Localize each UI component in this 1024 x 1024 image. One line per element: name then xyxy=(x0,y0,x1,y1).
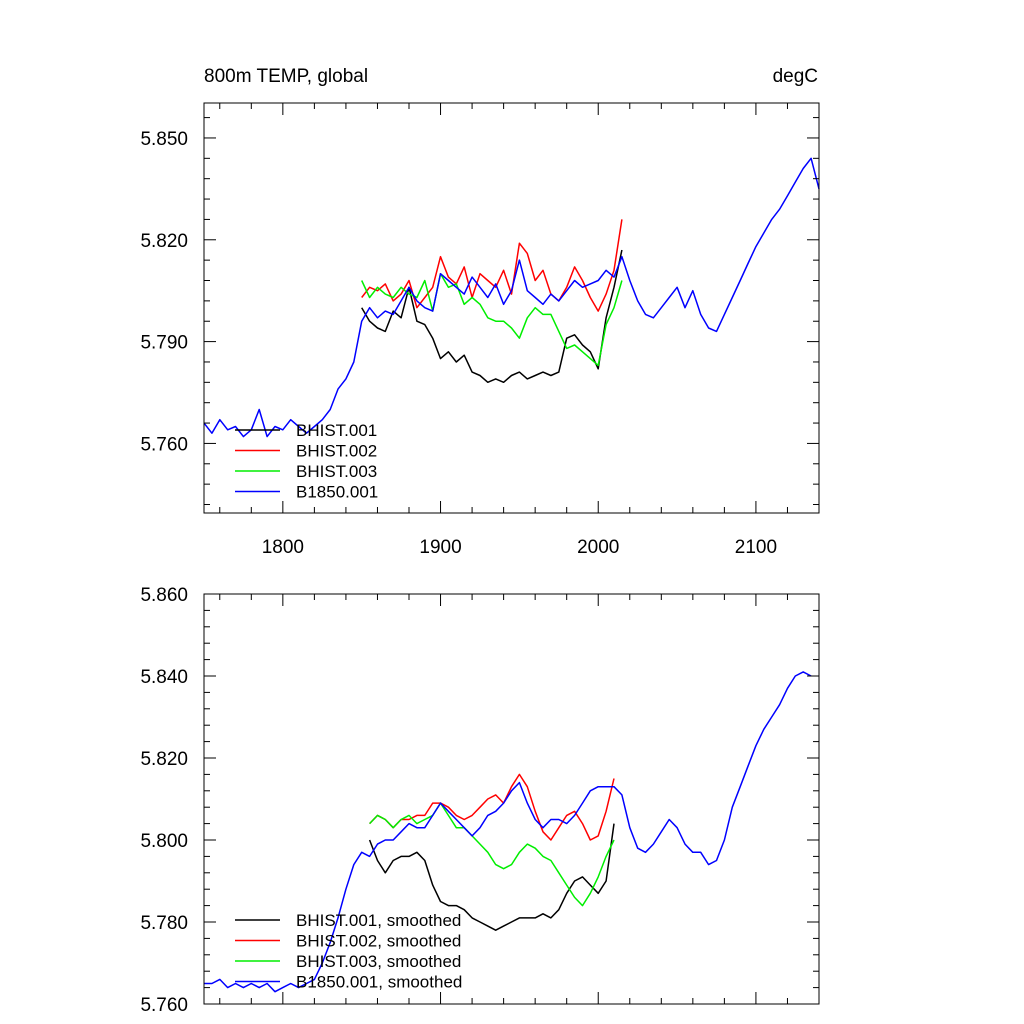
bottom-y-tick-label: 5.860 xyxy=(140,585,188,606)
top-series-line-1 xyxy=(361,249,623,384)
bottom-plot-frame xyxy=(203,593,820,1005)
top-x-tick-label: 2100 xyxy=(735,537,777,558)
top-panel-units: degC xyxy=(773,66,818,87)
bottom-y-tick-label: 5.840 xyxy=(140,667,188,688)
top-panel-title: 800m TEMP, global xyxy=(204,66,368,87)
top-y-tick-label: 5.790 xyxy=(140,333,188,354)
top-series-layer xyxy=(203,157,820,438)
bottom-legend-label-4: B1850.001, smoothed xyxy=(296,973,462,992)
top-y-tick-label: 5.850 xyxy=(140,129,188,150)
top-panel: 800m TEMP, global degC 1800 1900 2000 2100 5… xyxy=(140,66,820,558)
bottom-legend-label-3: BHIST.003, smoothed xyxy=(296,952,461,971)
bottom-y-tick-label: 5.780 xyxy=(140,913,188,934)
top-series-line-2 xyxy=(361,219,623,312)
bottom-legend-label-2: BHIST.002, smoothed xyxy=(296,932,461,951)
top-y-tick-label: 5.760 xyxy=(140,434,188,455)
top-series-line-3 xyxy=(361,272,623,367)
bottom-tick-layer: 5.760 5.780 5.800 5.820 5.840 5.860 xyxy=(140,585,820,1016)
bottom-y-tick-label: 5.760 xyxy=(140,995,188,1016)
bottom-series-line-4 xyxy=(204,671,812,993)
top-x-tick-label: 1900 xyxy=(419,537,461,558)
bottom-panel: 5.760 5.780 5.800 5.820 5.840 5.860 BHIST.001… xyxy=(140,585,820,1016)
bottom-series-line-2 xyxy=(369,773,615,841)
top-legend-label-1: BHIST.001 xyxy=(296,421,377,440)
top-x-tick-label: 2000 xyxy=(577,537,619,558)
bottom-legend-label-1: BHIST.001, smoothed xyxy=(296,911,461,930)
top-legend-label-2: BHIST.002 xyxy=(296,442,377,461)
top-legend-label-4: B1850.001 xyxy=(296,483,378,502)
top-legend-label-3: BHIST.003 xyxy=(296,462,377,481)
bottom-series-layer xyxy=(204,671,812,993)
top-y-tick-label: 5.820 xyxy=(140,231,188,252)
bottom-y-tick-label: 5.800 xyxy=(140,831,188,852)
top-series-line-4 xyxy=(203,157,820,438)
top-x-tick-label: 1800 xyxy=(262,537,304,558)
top-plot-frame xyxy=(203,102,820,514)
bottom-series-line-1 xyxy=(368,823,615,931)
bottom-series-line-3 xyxy=(369,802,615,907)
bottom-legend: BHIST.001, smoothed BHIST.002, smoothedBH… xyxy=(235,911,462,992)
bottom-y-tick-label: 5.820 xyxy=(140,749,188,770)
top-tick-layer: 1800 1900 2000 2100 5.760 5.790 5.820 5.850 xyxy=(140,103,820,558)
